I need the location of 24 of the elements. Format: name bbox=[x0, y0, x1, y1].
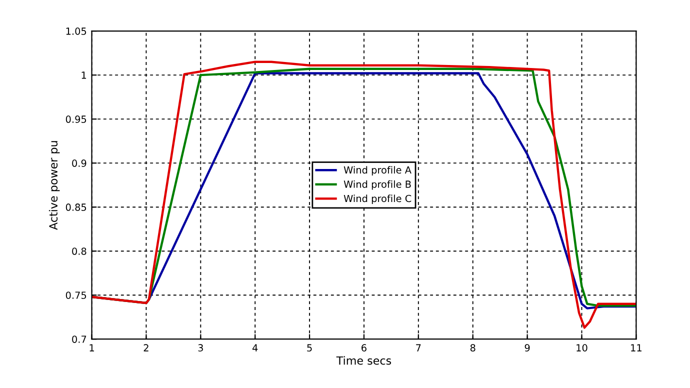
y-tick-label: 0.85 bbox=[66, 204, 86, 211]
x-tick-label: 7 bbox=[416, 344, 421, 352]
x-axis-title: Time secs bbox=[336, 356, 392, 365]
x-tick-label: 4 bbox=[252, 344, 258, 352]
x-tick-label: 6 bbox=[362, 344, 366, 352]
y-axis-title: Active power pu bbox=[48, 141, 60, 230]
legend-label: Wind profile B bbox=[344, 180, 411, 190]
x-tick-label: 9 bbox=[524, 344, 530, 352]
x-tick-label: 1 bbox=[90, 344, 94, 352]
legend-label: Wind profile A bbox=[344, 166, 412, 176]
x-tick-label: 5 bbox=[307, 344, 312, 352]
x-tick-label: 2 bbox=[144, 344, 148, 352]
x-tick-label: 3 bbox=[198, 344, 203, 352]
y-tick-label: 0.7 bbox=[72, 336, 86, 343]
x-tick-label: 10 bbox=[576, 344, 588, 352]
y-tick-label: 0.75 bbox=[66, 292, 86, 299]
legend-label: Wind profile C bbox=[344, 194, 412, 204]
y-tick-label: 0.95 bbox=[66, 116, 86, 123]
y-tick-label: 1.05 bbox=[66, 28, 86, 35]
y-tick-label: 0.9 bbox=[72, 160, 86, 167]
y-tick-label: 1 bbox=[82, 72, 86, 79]
x-tick-label: 8 bbox=[470, 344, 476, 352]
x-tick-label: 11 bbox=[631, 344, 642, 352]
y-tick-label: 0.8 bbox=[72, 248, 86, 255]
